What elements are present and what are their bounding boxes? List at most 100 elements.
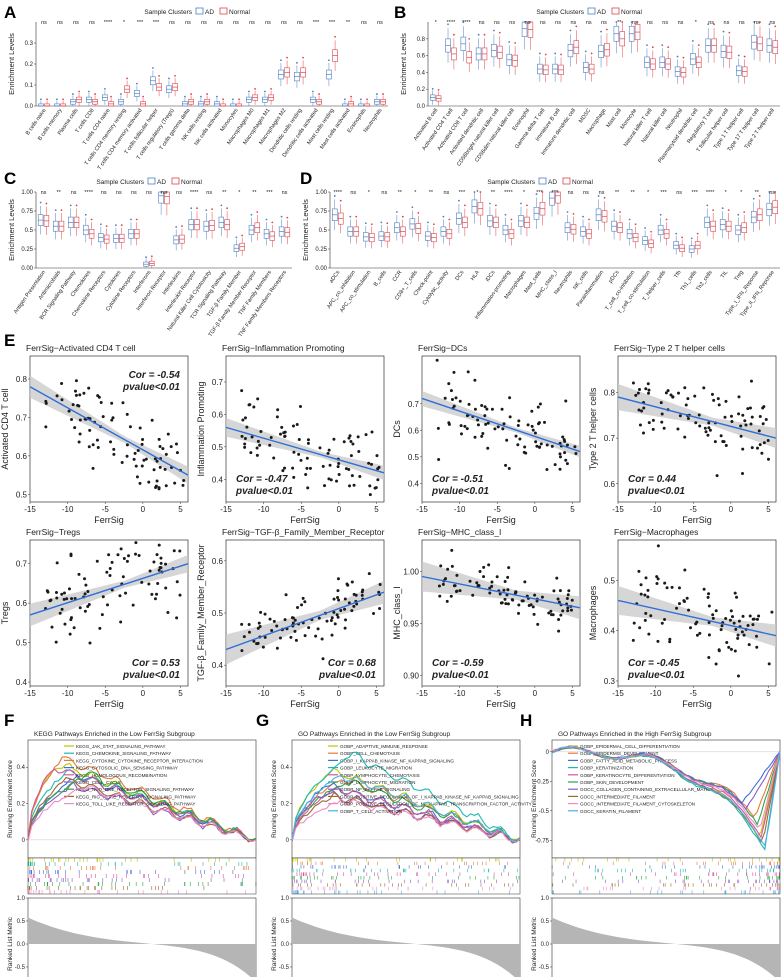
significance-label: ns bbox=[233, 20, 239, 26]
scatter-point bbox=[175, 580, 179, 584]
scatter-point bbox=[372, 612, 376, 616]
scatter-point bbox=[450, 398, 454, 402]
scatter-point bbox=[278, 636, 282, 640]
scatter-point bbox=[120, 461, 124, 465]
significance-label: *** bbox=[313, 20, 320, 26]
scatter-point bbox=[638, 626, 642, 630]
significance-label: ns bbox=[201, 20, 207, 26]
box-outlier-ad bbox=[493, 29, 495, 32]
scatter-point bbox=[642, 406, 646, 410]
scatter-point bbox=[158, 565, 162, 569]
legend-title: Sample Clusters bbox=[96, 179, 144, 186]
scatter-point bbox=[574, 452, 578, 456]
box-outlier-normal bbox=[544, 53, 547, 56]
scatter-point bbox=[511, 598, 515, 602]
box-outlier-ad bbox=[184, 95, 186, 98]
scatter-point bbox=[376, 467, 380, 471]
scatter-point bbox=[161, 447, 165, 451]
scatter-point bbox=[157, 437, 161, 441]
scatter-point bbox=[558, 589, 562, 593]
box-outlier-ad bbox=[646, 44, 648, 47]
scatter-point bbox=[258, 625, 262, 629]
scatter-point bbox=[240, 622, 244, 626]
panel-letter-f: F bbox=[4, 711, 14, 730]
scatter-point bbox=[480, 434, 484, 438]
y-tick-label: 0.5 bbox=[16, 490, 28, 499]
box-outlier-normal bbox=[665, 218, 668, 221]
scatter-point bbox=[508, 415, 512, 419]
regression-line bbox=[29, 563, 189, 616]
scatter-point bbox=[703, 426, 707, 430]
scatter-point bbox=[121, 401, 125, 405]
scatter-point bbox=[327, 477, 331, 481]
y-axis-label-metric: Ranked List Metric bbox=[7, 916, 14, 971]
scatter-point bbox=[132, 457, 136, 461]
scatter-point bbox=[507, 566, 511, 570]
pvalue-annotation: pvalue<0.01 bbox=[431, 670, 489, 681]
scatter-point bbox=[473, 378, 477, 382]
rug-row bbox=[28, 858, 256, 862]
scatter-point bbox=[55, 394, 59, 398]
box-outlier-ad bbox=[691, 40, 694, 42]
scatter-point bbox=[556, 597, 560, 601]
box-outlier-ad bbox=[659, 213, 662, 216]
box-outlier-normal bbox=[758, 195, 761, 197]
significance-label: *** bbox=[329, 20, 336, 26]
scatter-point bbox=[565, 443, 569, 447]
regression-line bbox=[225, 591, 385, 651]
scatter-point bbox=[506, 575, 510, 579]
box-outlier-ad bbox=[216, 95, 218, 98]
box-outlier-ad bbox=[280, 59, 282, 62]
scatter-point bbox=[240, 649, 244, 653]
scatter-point bbox=[636, 391, 640, 395]
scatter-point bbox=[343, 607, 347, 611]
scatter-point bbox=[349, 454, 353, 458]
scatter-point bbox=[533, 593, 537, 597]
scatter-point bbox=[138, 426, 142, 430]
box-outlier-ad bbox=[523, 21, 526, 23]
x-axis-label: FerrSig bbox=[290, 515, 320, 525]
scatter-point bbox=[119, 620, 123, 624]
scatter-point bbox=[105, 603, 109, 607]
box-outlier-ad bbox=[265, 218, 268, 221]
scatter-point bbox=[137, 553, 141, 557]
scatter-point bbox=[370, 430, 374, 434]
scatter-point bbox=[526, 423, 530, 427]
scatter-point bbox=[530, 409, 534, 413]
scatter-title: FerrSig−Activated CD4 T cell bbox=[26, 343, 136, 353]
box-outlier-normal bbox=[650, 230, 652, 233]
y-axis-label: Enrichment Levels bbox=[7, 33, 16, 95]
scatter-point bbox=[69, 618, 73, 622]
scatter-panel: FerrSig−MHC_class_I -15 -10 -5 0 5 0.90 0.95 1.0… bbox=[392, 527, 581, 709]
scatter-point bbox=[164, 452, 168, 456]
scatter-point bbox=[533, 431, 537, 435]
scatter-point bbox=[764, 418, 768, 422]
scatter-point bbox=[337, 461, 341, 465]
significance-label: ** bbox=[222, 190, 227, 196]
scatter-point bbox=[516, 443, 520, 447]
es-curve bbox=[551, 746, 781, 828]
x-tick-label: 5 bbox=[570, 689, 575, 698]
scatter-point bbox=[485, 407, 489, 411]
box-outlier-normal bbox=[90, 218, 93, 221]
x-axis-label: FerrSig bbox=[486, 515, 516, 525]
significance-label: *** bbox=[691, 190, 698, 196]
box-outlier-ad bbox=[250, 213, 253, 216]
scatter-point bbox=[478, 569, 482, 573]
panel-letter-c: C bbox=[4, 169, 16, 188]
scatter-point bbox=[733, 591, 737, 595]
scatter-point bbox=[552, 589, 556, 593]
scatter-point bbox=[101, 415, 105, 419]
scatter-point bbox=[77, 572, 81, 576]
es-curve bbox=[291, 774, 521, 843]
scatter-point bbox=[95, 559, 99, 563]
legend-label-ad: AD bbox=[157, 179, 166, 186]
scatter-point bbox=[573, 445, 577, 449]
scatter-point bbox=[303, 634, 307, 638]
pvalue-annotation: pvalue<0.01 bbox=[627, 670, 685, 681]
box-outlier-normal bbox=[206, 93, 208, 95]
cor-annotation: Cor = 0.53 bbox=[132, 658, 181, 669]
scatter-point bbox=[148, 569, 152, 573]
cor-annotation: Cor = -0.51 bbox=[432, 474, 484, 485]
